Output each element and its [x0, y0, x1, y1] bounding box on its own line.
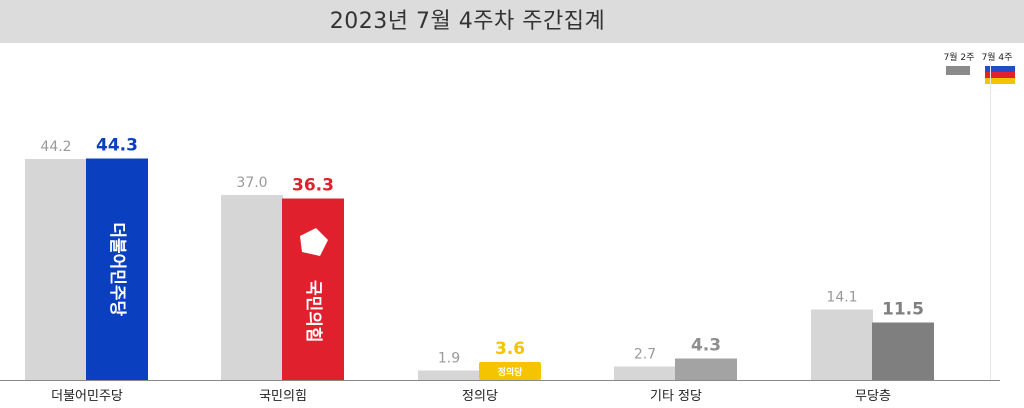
flag-stripe-red — [985, 72, 1015, 78]
value-label-current-1: 44.3 — [96, 136, 138, 156]
category-label-1: 더불어민주당 — [51, 389, 123, 404]
bar-current-3 — [479, 362, 541, 380]
bar-current-1 — [86, 158, 148, 380]
value-label-previous-3: 1.9 — [438, 351, 460, 367]
flag-stripe-blue — [985, 66, 1015, 72]
legend: 7월 2주 7월 4주 — [938, 50, 1018, 90]
category-label-3: 정의당 — [462, 389, 498, 404]
value-label-previous-1: 44.2 — [40, 139, 71, 155]
bar-logo-label-2: 국민의힘 — [303, 280, 324, 343]
bar-current-4 — [675, 358, 737, 380]
bar-logo-label-1: 더불어민주당 — [107, 222, 127, 316]
category-label-5: 무당층 — [855, 389, 891, 404]
value-label-current-3: 3.6 — [495, 339, 525, 359]
value-label-current-2: 36.3 — [292, 176, 334, 196]
legend-swatch-previous — [946, 66, 970, 75]
flag-stripe-yellow — [985, 78, 1015, 84]
value-label-current-5: 11.5 — [882, 300, 924, 320]
bar-previous-4 — [614, 366, 676, 380]
bar-previous-2 — [221, 195, 283, 380]
bar-current-5 — [872, 322, 934, 380]
value-label-previous-5: 14.1 — [826, 290, 857, 306]
title-bar: 2023년 7월 4주차 주간집계 — [0, 0, 1024, 43]
category-label-2: 국민의힘 — [259, 389, 307, 404]
legend-label-current: 7월 4주 — [981, 53, 1013, 63]
bar-previous-5 — [811, 309, 873, 380]
bar-current-2 — [282, 198, 344, 380]
legend-swatch-current-flag — [985, 66, 1015, 90]
value-label-current-4: 4.3 — [691, 336, 721, 356]
bar-previous-1 — [25, 159, 87, 380]
legend-label-previous: 7월 2주 — [943, 53, 975, 63]
category-label-4: 기타 정당 — [650, 389, 702, 404]
chart-title: 2023년 7월 4주차 주간집계 — [329, 9, 606, 34]
ppp-emblem-icon — [300, 228, 328, 256]
value-label-previous-4: 2.7 — [634, 347, 656, 363]
value-label-previous-2: 37.0 — [236, 175, 267, 191]
bar-logo-label-3: 정의당 — [498, 366, 524, 378]
bar-previous-3 — [418, 370, 480, 380]
